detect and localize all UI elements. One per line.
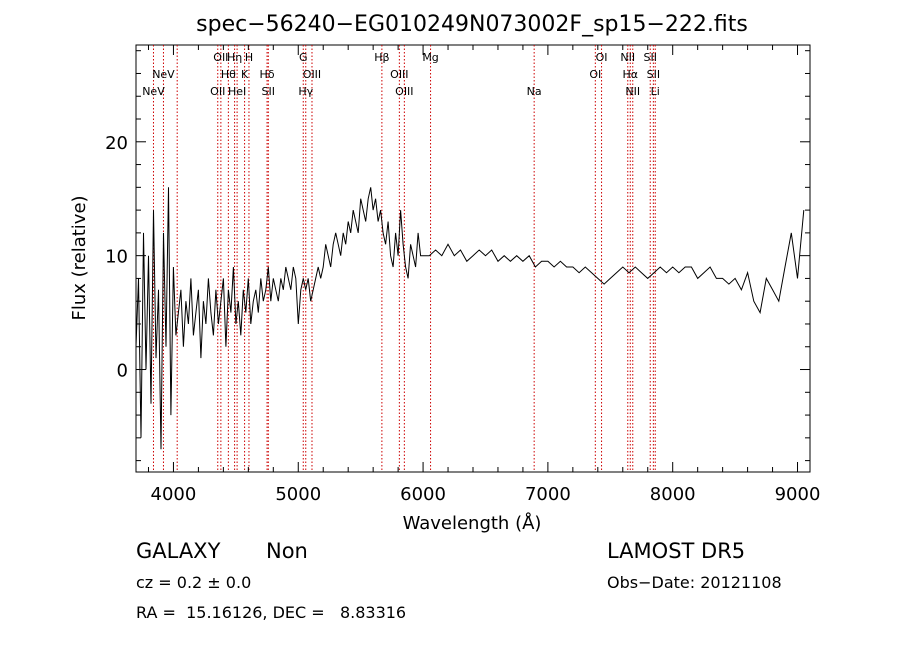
line-label: NeV (152, 68, 175, 81)
y-tick-label: 0 (117, 361, 128, 382)
x-tick-label: 7000 (525, 484, 571, 505)
line-label: OII (213, 51, 228, 64)
line-label: Hβ (374, 51, 389, 64)
x-axis-label: Wavelength (Å) (403, 512, 542, 534)
x-tick-label: 8000 (650, 484, 696, 505)
line-label: Hδ (260, 68, 275, 81)
line-label: OIII (303, 68, 321, 81)
line-label: NeV (142, 85, 165, 98)
line-label: Mg (422, 51, 438, 64)
line-label: Hη (227, 51, 242, 64)
line-label: Hα (623, 68, 639, 81)
line-label: OIII (395, 85, 413, 98)
x-tick-label: 5000 (275, 484, 321, 505)
line-label: SII (647, 68, 660, 81)
object-class: GALAXY (136, 539, 221, 563)
redshift-cz: cz = 0.2 ± 0.0 (136, 573, 252, 592)
emission-line-markers (152, 45, 656, 472)
y-tick-label: 20 (105, 133, 128, 154)
line-label: OI (596, 51, 608, 64)
line-label: OIII (390, 68, 408, 81)
line-label: K (241, 68, 249, 81)
observation-date: Obs−Date: 20121108 (607, 573, 782, 592)
ra-dec: RA = 15.16126, DEC = 8.83316 (136, 603, 407, 622)
line-label: Hθ (221, 68, 236, 81)
line-label: Na (527, 85, 542, 98)
line-label: SII (262, 85, 275, 98)
chart-title: spec−56240−EG010249N073002F_sp15−222.fit… (196, 12, 748, 37)
emission-line-labels: NeVNeVOIIOIIHθHηHeIKHHδSIIGHγOIIIHβOIIIO… (142, 51, 660, 98)
line-label: NII (625, 85, 640, 98)
y-axis: 0 10 20 (105, 50, 810, 462)
line-label: HeI (228, 85, 246, 98)
line-label: G (299, 51, 308, 64)
spectrum-line (135, 187, 805, 450)
y-axis-label: Flux (relative) (69, 195, 90, 320)
x-axis: 4000 5000 6000 7000 8000 9000 (147, 45, 821, 505)
y-tick-label: 10 (105, 247, 128, 268)
line-label: SII (643, 51, 656, 64)
line-label: NII (620, 51, 635, 64)
line-label: OII (210, 85, 225, 98)
x-tick-label: 9000 (775, 484, 821, 505)
x-tick-label: 6000 (400, 484, 446, 505)
line-label: Hγ (298, 85, 313, 98)
line-label: OI (589, 68, 601, 81)
x-tick-label: 4000 (151, 484, 197, 505)
object-subclass: Non (266, 539, 308, 563)
line-label: H (245, 51, 253, 64)
line-label: Li (651, 85, 660, 98)
survey-name: LAMOST DR5 (607, 539, 746, 563)
